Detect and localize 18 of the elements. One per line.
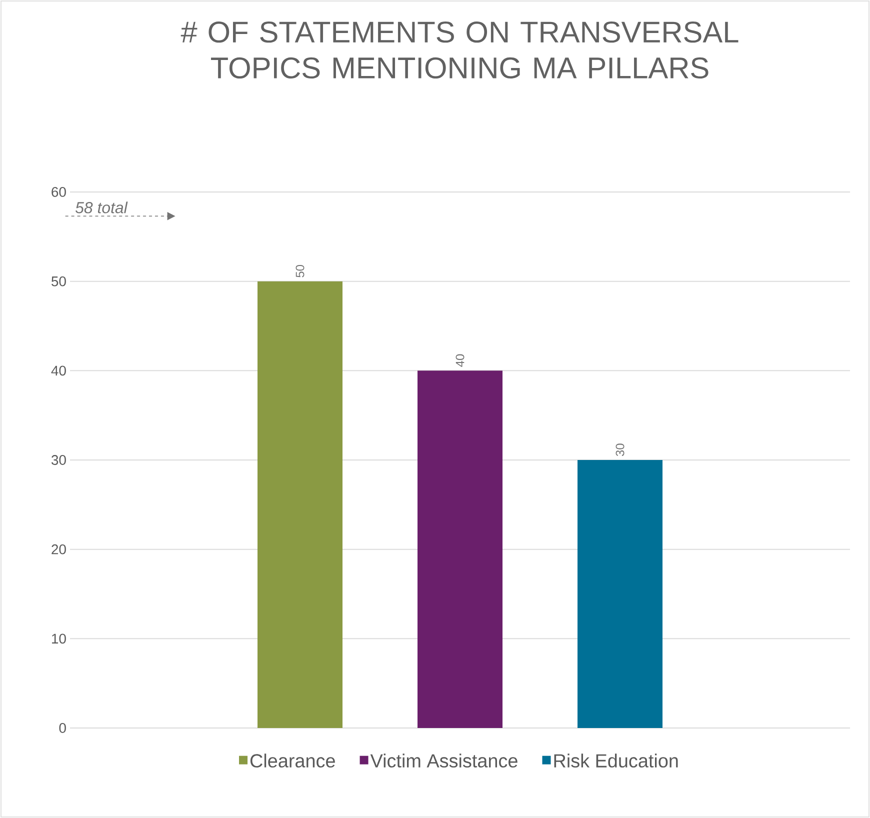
y-tick-label: 20 <box>52 544 66 554</box>
y-tick-label: 50 <box>52 276 66 286</box>
annotation: 58 total <box>75 202 128 214</box>
legend-label: Risk Education <box>554 754 678 768</box>
data-label: 30 <box>616 444 624 456</box>
chart-title: # OF STATEMENTS ON TRANSVERSAL TOPICS MENTIONING MA PILLARS <box>180 22 738 79</box>
bar <box>578 460 663 728</box>
y-tick-label: 10 <box>52 634 66 644</box>
bar <box>258 281 343 728</box>
y-tick-label: 60 <box>52 187 66 197</box>
bar <box>418 370 503 728</box>
y-tick-label: 0 <box>59 723 66 733</box>
y-tick-label: 40 <box>51 366 66 376</box>
data-label: 50 <box>296 264 304 278</box>
legend-label: Clearance <box>250 754 335 768</box>
legend-label: Victim Assistance <box>370 754 518 768</box>
data-label: 40 <box>456 354 464 367</box>
y-tick-label: 30 <box>51 455 66 465</box>
